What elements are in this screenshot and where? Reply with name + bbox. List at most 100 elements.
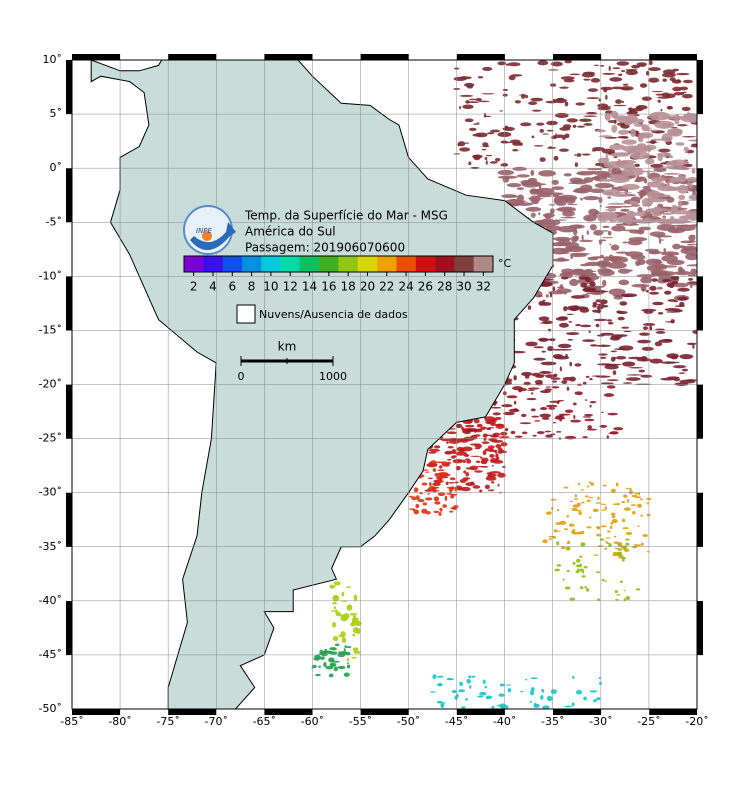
sst-patch <box>624 120 632 126</box>
sst-patch <box>576 689 583 695</box>
sst-patch <box>566 569 570 573</box>
y-tick-label: -30˚ <box>39 486 62 499</box>
x-tick-label: -65˚ <box>253 715 276 728</box>
sst-patch <box>549 292 553 298</box>
sst-patch <box>469 465 479 471</box>
sst-patch <box>433 510 440 514</box>
sst-patch <box>645 71 650 76</box>
sst-patch <box>574 363 582 367</box>
sst-patch <box>446 431 458 435</box>
sst-patch <box>578 483 581 486</box>
sst-patch <box>566 313 574 316</box>
sst-patch <box>527 197 544 200</box>
sst-patch <box>346 662 350 664</box>
sst-patch <box>590 482 595 486</box>
sst-patch <box>479 456 483 459</box>
sst-patch <box>671 127 678 129</box>
sst-patch <box>627 167 644 176</box>
sst-patch <box>434 472 439 477</box>
sst-patch <box>556 564 562 567</box>
sst-patch <box>611 515 616 519</box>
sst-patch <box>556 430 562 433</box>
sst-patch <box>630 151 650 160</box>
sst-patch <box>601 578 605 582</box>
sst-patch <box>625 69 638 76</box>
sst-patch <box>525 678 528 681</box>
sst-patch <box>476 465 488 468</box>
sst-patch <box>564 409 574 413</box>
sst-patch <box>619 159 636 165</box>
sst-patch <box>622 83 629 86</box>
sst-patch <box>689 224 697 227</box>
sst-patch <box>640 514 644 517</box>
sst-patch <box>615 99 623 104</box>
sst-patch <box>550 208 555 214</box>
sst-patch <box>574 162 579 168</box>
sst-patch <box>605 94 608 100</box>
sst-patch <box>437 480 444 483</box>
colorbar-tick-label: 12 <box>283 280 298 294</box>
sst-patch <box>566 118 578 123</box>
x-tick-label: -60˚ <box>301 715 324 728</box>
sst-patch <box>316 657 320 660</box>
sst-patch <box>571 179 588 185</box>
sst-patch <box>613 541 619 544</box>
sst-patch <box>596 526 601 530</box>
sst-patch <box>684 210 697 217</box>
sst-patch <box>651 90 664 93</box>
sst-patch <box>581 575 586 578</box>
sst-patch <box>622 527 629 530</box>
sst-patch <box>687 139 697 142</box>
sst-patch <box>491 481 495 484</box>
sst-patch <box>663 172 680 175</box>
sst-patch <box>602 344 605 346</box>
sst-patch <box>589 400 597 404</box>
sst-patch <box>575 531 583 535</box>
sst-patch <box>329 647 337 651</box>
sst-patch <box>437 469 445 472</box>
sst-patch <box>466 459 472 464</box>
sst-patch <box>462 428 468 434</box>
colorbar-tick-label: 6 <box>228 280 236 294</box>
sst-patch <box>672 243 681 250</box>
sst-patch <box>526 389 536 391</box>
sst-patch <box>499 683 505 687</box>
sst-patch <box>593 64 600 66</box>
sst-patch <box>638 332 651 336</box>
sst-patch <box>476 428 482 431</box>
sst-patch <box>437 492 446 497</box>
sst-patch <box>587 168 603 171</box>
sst-patch <box>613 295 623 300</box>
sst-patch <box>466 101 480 104</box>
sst-patch <box>551 242 569 247</box>
sst-patch <box>341 637 347 643</box>
sst-patch <box>476 423 483 428</box>
sst-patch <box>670 319 675 324</box>
colorbar-tick-label: 16 <box>321 280 336 294</box>
sst-patch <box>550 689 557 694</box>
sst-patch <box>631 204 640 207</box>
sst-patch <box>440 438 451 442</box>
sst-patch <box>654 341 663 347</box>
sst-patch <box>590 78 601 83</box>
sst-patch <box>609 525 613 530</box>
sst-patch <box>636 358 652 362</box>
sst-patch <box>555 415 563 419</box>
sst-patch <box>353 620 362 626</box>
colorbar-tick-label: 10 <box>263 280 278 294</box>
sst-patch <box>602 72 616 75</box>
colorbar-border <box>183 255 494 273</box>
sst-patch <box>530 677 538 679</box>
sst-patch <box>607 196 612 199</box>
sst-patch <box>537 338 552 341</box>
sst-patch <box>588 496 594 499</box>
sst-patch <box>558 322 569 328</box>
sst-patch <box>667 106 672 110</box>
sst-patch <box>686 264 697 267</box>
sst-patch <box>645 258 663 266</box>
sst-patch <box>428 448 440 452</box>
scale-label: 1000 <box>319 370 347 383</box>
sst-patch <box>655 328 665 331</box>
sst-patch <box>599 178 614 182</box>
sst-patch <box>575 323 582 327</box>
